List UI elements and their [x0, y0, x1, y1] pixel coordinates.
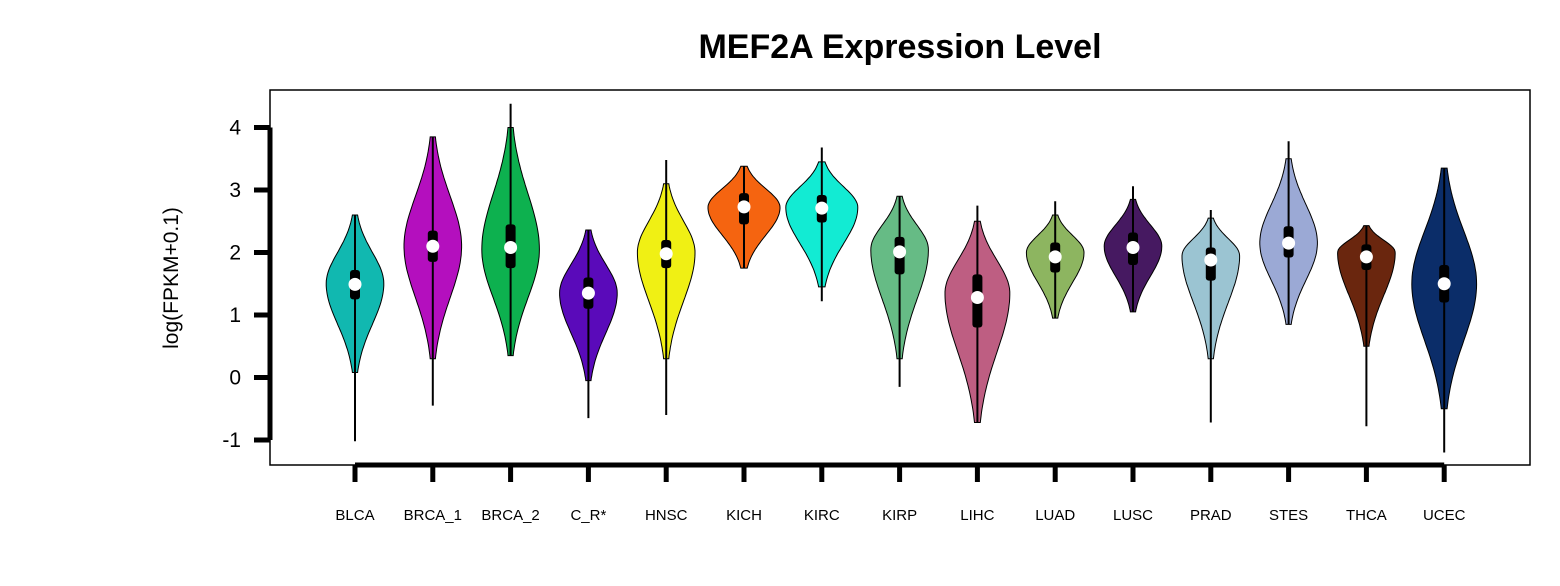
violin-blca — [325, 214, 385, 442]
y-tick-label: 3 — [229, 179, 241, 202]
x-tick-label: UCEC — [1423, 507, 1466, 524]
violin-prad — [1181, 210, 1241, 423]
violin-median-point — [1204, 253, 1218, 267]
violin-median-point — [737, 200, 751, 214]
x-axis: BLCA BRCA_1 BRCA_2 C_R* HNSC KICH KIRC KIRP LIHC… — [335, 462, 1466, 524]
violin-lihc — [944, 205, 1011, 423]
violin-median-point — [1048, 250, 1062, 264]
x-tick-label: STES — [1269, 507, 1308, 524]
y-tick-label: 1 — [229, 304, 241, 327]
violin-stes — [1259, 141, 1318, 325]
violin-median-point — [659, 247, 673, 261]
violin-median-point — [970, 291, 984, 304]
y-tick-label: 2 — [229, 242, 241, 265]
x-tick-label: KIRP — [882, 507, 917, 524]
violin-ucec — [1411, 167, 1478, 453]
violins-group — [325, 103, 1478, 453]
y-axis-label: log(FPKM+0.1) — [160, 207, 183, 349]
y-tick-label: 4 — [229, 117, 241, 140]
violin-kirp — [870, 195, 929, 387]
y-axis: -1 0 1 2 3 4 — [222, 117, 273, 452]
x-tick-label: LUSC — [1113, 507, 1153, 524]
chart-title: MEF2A Expression Level — [698, 28, 1101, 66]
x-tick-label: HNSC — [645, 507, 688, 524]
x-tick-label: BRCA_1 — [404, 507, 462, 524]
violin-median-point — [348, 277, 362, 291]
x-tick-label: LUAD — [1035, 507, 1075, 524]
x-tick-label: THCA — [1346, 507, 1387, 524]
x-tick-label: PRAD — [1190, 507, 1232, 524]
y-tick-label: 0 — [229, 367, 241, 390]
violin-median-point — [815, 201, 829, 215]
violin-median-point — [504, 241, 518, 254]
violin-median-point — [581, 286, 595, 300]
x-tick-label: KICH — [726, 507, 762, 524]
x-tick-label: C_R* — [570, 507, 606, 524]
violin-median-point — [426, 239, 440, 253]
violin-median-point — [1437, 277, 1451, 291]
violin-thca — [1337, 225, 1396, 427]
x-tick-label: BRCA_2 — [481, 507, 539, 524]
x-tick-label: BLCA — [335, 507, 374, 524]
violin-median-point — [1282, 236, 1296, 250]
violin-median-point — [893, 245, 907, 259]
y-tick-label: -1 — [222, 429, 241, 452]
violin-kirc — [785, 147, 859, 302]
x-tick-label: LIHC — [960, 507, 994, 524]
violin-brca-2 — [481, 103, 540, 357]
violin-lusc — [1103, 186, 1163, 313]
violin-c-r- — [559, 229, 618, 419]
violin-hnsc — [636, 160, 696, 415]
violin-brca-1 — [403, 136, 463, 406]
violin-luad — [1025, 201, 1085, 319]
violin-median-point — [1126, 241, 1140, 254]
violin-median-point — [1359, 250, 1373, 264]
x-tick-label: KIRC — [804, 507, 840, 524]
violin-kich — [707, 165, 781, 269]
